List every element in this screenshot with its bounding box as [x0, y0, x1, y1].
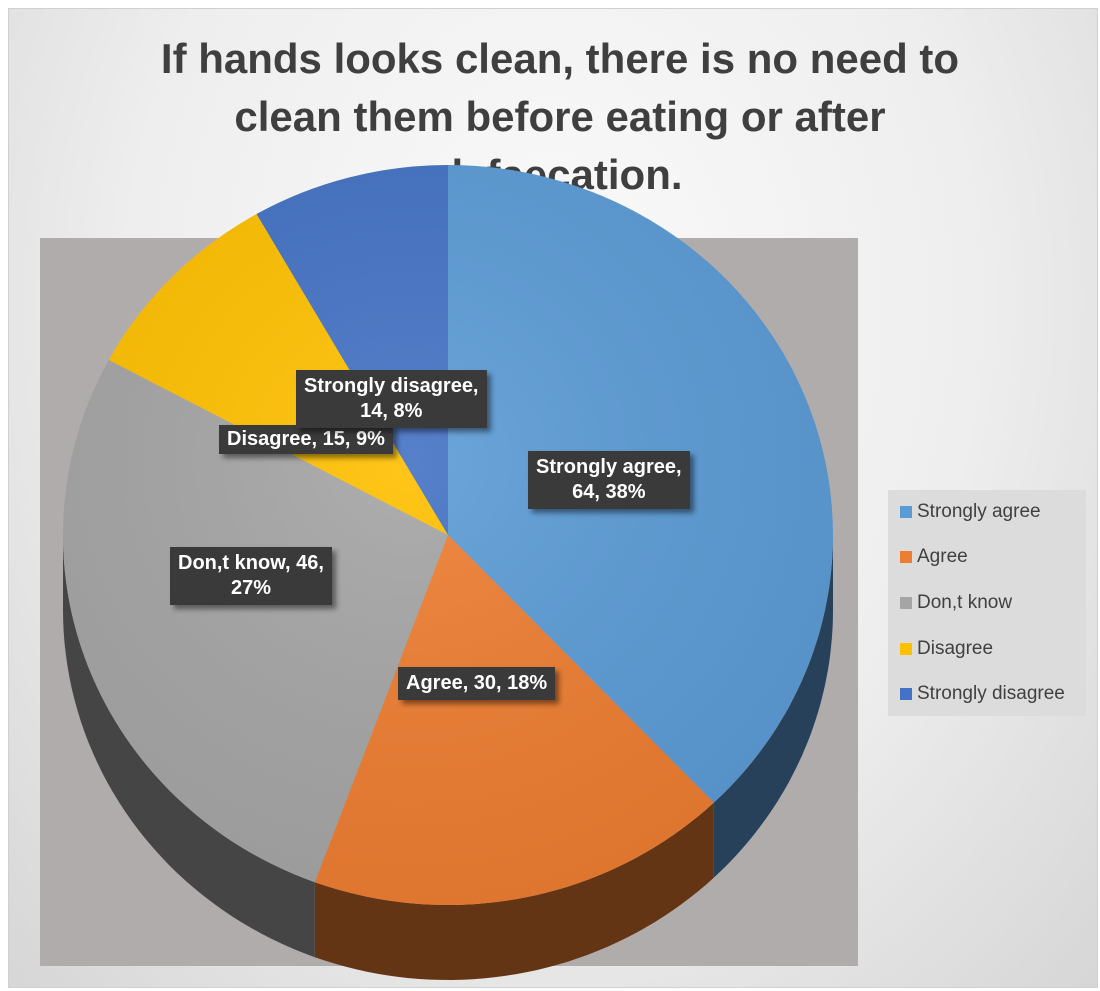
- data-label-strongly-disagree: Strongly disagree, 14, 8%: [296, 370, 487, 428]
- data-label-dont-know-line-1: Don,t know, 46,: [178, 552, 324, 574]
- pie-top-shading: [63, 165, 833, 905]
- chart-title-line-1: If hands looks clean, there is no need t…: [160, 35, 960, 82]
- chart-title-line-2: clean them before eating or after: [234, 93, 886, 140]
- legend-item-strongly-agree: Strongly agree: [900, 500, 1041, 524]
- legend-swatch-disagree: [900, 643, 912, 655]
- pie-side-don-t-know: [63, 535, 315, 958]
- legend-label-disagree: Disagree: [917, 638, 994, 659]
- data-label-disagree-line-1: Disagree, 15, 9%: [227, 428, 385, 450]
- data-label-strongly-agree-line-1: Strongly agree,: [536, 456, 682, 478]
- data-label-strongly-agree: Strongly agree, 64, 38%: [528, 451, 690, 509]
- legend: Strongly agree Agree Don,t know Disagree…: [888, 490, 1086, 716]
- legend-label-strongly-disagree: Strongly disagree: [917, 683, 1065, 704]
- legend-swatch-strongly-agree: [900, 506, 912, 518]
- legend-swatch-dont-know: [900, 597, 912, 609]
- data-label-strongly-disagree-line-1: Strongly disagree,: [304, 375, 479, 397]
- pie-side-agree: [314, 802, 714, 980]
- data-label-dont-know: Don,t know, 46, 27%: [170, 547, 332, 605]
- data-label-disagree: Disagree, 15, 9%: [219, 425, 393, 454]
- legend-swatch-strongly-disagree: [900, 688, 912, 700]
- data-label-dont-know-line-2: 27%: [230, 577, 271, 599]
- legend-item-agree: Agree: [900, 545, 968, 569]
- legend-label-strongly-agree: Strongly agree: [917, 501, 1041, 522]
- legend-swatch-agree: [900, 551, 912, 563]
- legend-item-disagree: Disagree: [900, 637, 993, 661]
- data-label-strongly-agree-line-2: 64, 38%: [572, 481, 646, 503]
- data-label-strongly-disagree-line-2: 14, 8%: [360, 400, 423, 422]
- legend-item-strongly-disagree: Strongly disagree: [900, 682, 1065, 706]
- pie-side-strongly-agree: [713, 535, 833, 878]
- legend-label-dont-know: Don,t know: [917, 592, 1013, 613]
- data-label-agree: Agree, 30, 18%: [398, 667, 556, 700]
- legend-item-dont-know: Don,t know: [900, 591, 1012, 615]
- legend-label-agree: Agree: [917, 546, 968, 567]
- data-label-agree-line-1: Agree, 30, 18%: [406, 672, 548, 694]
